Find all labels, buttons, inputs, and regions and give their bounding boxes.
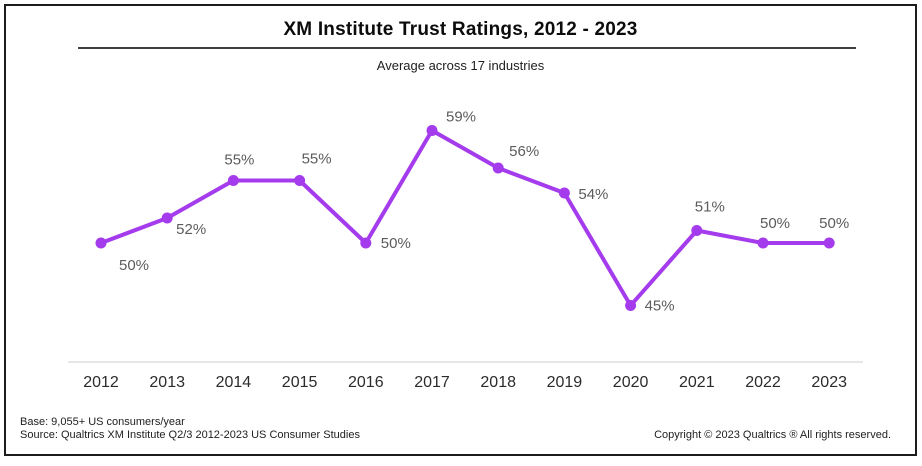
data-point-2015 [294,175,305,186]
x-tick-label-2013: 2013 [149,374,185,391]
trend-line [101,131,829,306]
data-point-2020 [625,300,636,311]
data-point-2022 [758,238,769,249]
x-tick-label-2018: 2018 [480,374,516,391]
chart-frame: XM Institute Trust Ratings, 2012 - 2023 … [4,4,917,456]
x-tick-label-2014: 2014 [216,374,252,391]
data-label-2020: 45% [645,298,675,315]
x-tick-label-2012: 2012 [83,374,119,391]
data-label-2018: 56% [509,143,539,160]
data-point-2014 [228,175,239,186]
x-tick-label-2020: 2020 [613,374,649,391]
footer-attribution: Base: 9,055+ US consumers/year Source: Q… [20,416,360,442]
data-point-2019 [559,188,570,199]
x-tick-label-2015: 2015 [282,374,318,391]
data-label-2021: 51% [695,199,725,216]
data-point-2017 [427,125,438,136]
data-point-2016 [360,238,371,249]
data-label-2022: 50% [760,215,790,232]
footer-copyright: Copyright © 2023 Qualtrics ® All rights … [654,429,891,442]
data-label-2017: 59% [446,109,476,126]
x-tick-label-2021: 2021 [679,374,715,391]
data-point-2012 [96,238,107,249]
data-label-2019: 54% [578,186,608,203]
x-tick-label-2023: 2023 [811,374,847,391]
x-tick-label-2017: 2017 [414,374,450,391]
footer-source-note: Source: Qualtrics XM Institute Q2/3 2012… [20,429,360,442]
x-tick-label-2019: 2019 [547,374,583,391]
footer-base-note: Base: 9,055+ US consumers/year [20,416,360,429]
data-label-2014: 55% [224,152,254,169]
data-label-2012: 50% [119,257,149,274]
data-point-2018 [493,163,504,174]
x-tick-label-2016: 2016 [348,374,384,391]
x-tick-label-2022: 2022 [745,374,781,391]
trust-ratings-line-chart: 50% 52% 55% 55% 50% 59% 56% 54% 45% 51% 50% 50% 2012… [6,6,922,466]
data-point-2013 [162,213,173,224]
data-point-2023 [824,238,835,249]
data-label-2015: 55% [302,151,332,168]
data-label-2016: 50% [381,235,411,252]
data-point-2021 [691,225,702,236]
data-label-2013: 52% [176,221,206,238]
data-label-2023: 50% [819,215,849,232]
